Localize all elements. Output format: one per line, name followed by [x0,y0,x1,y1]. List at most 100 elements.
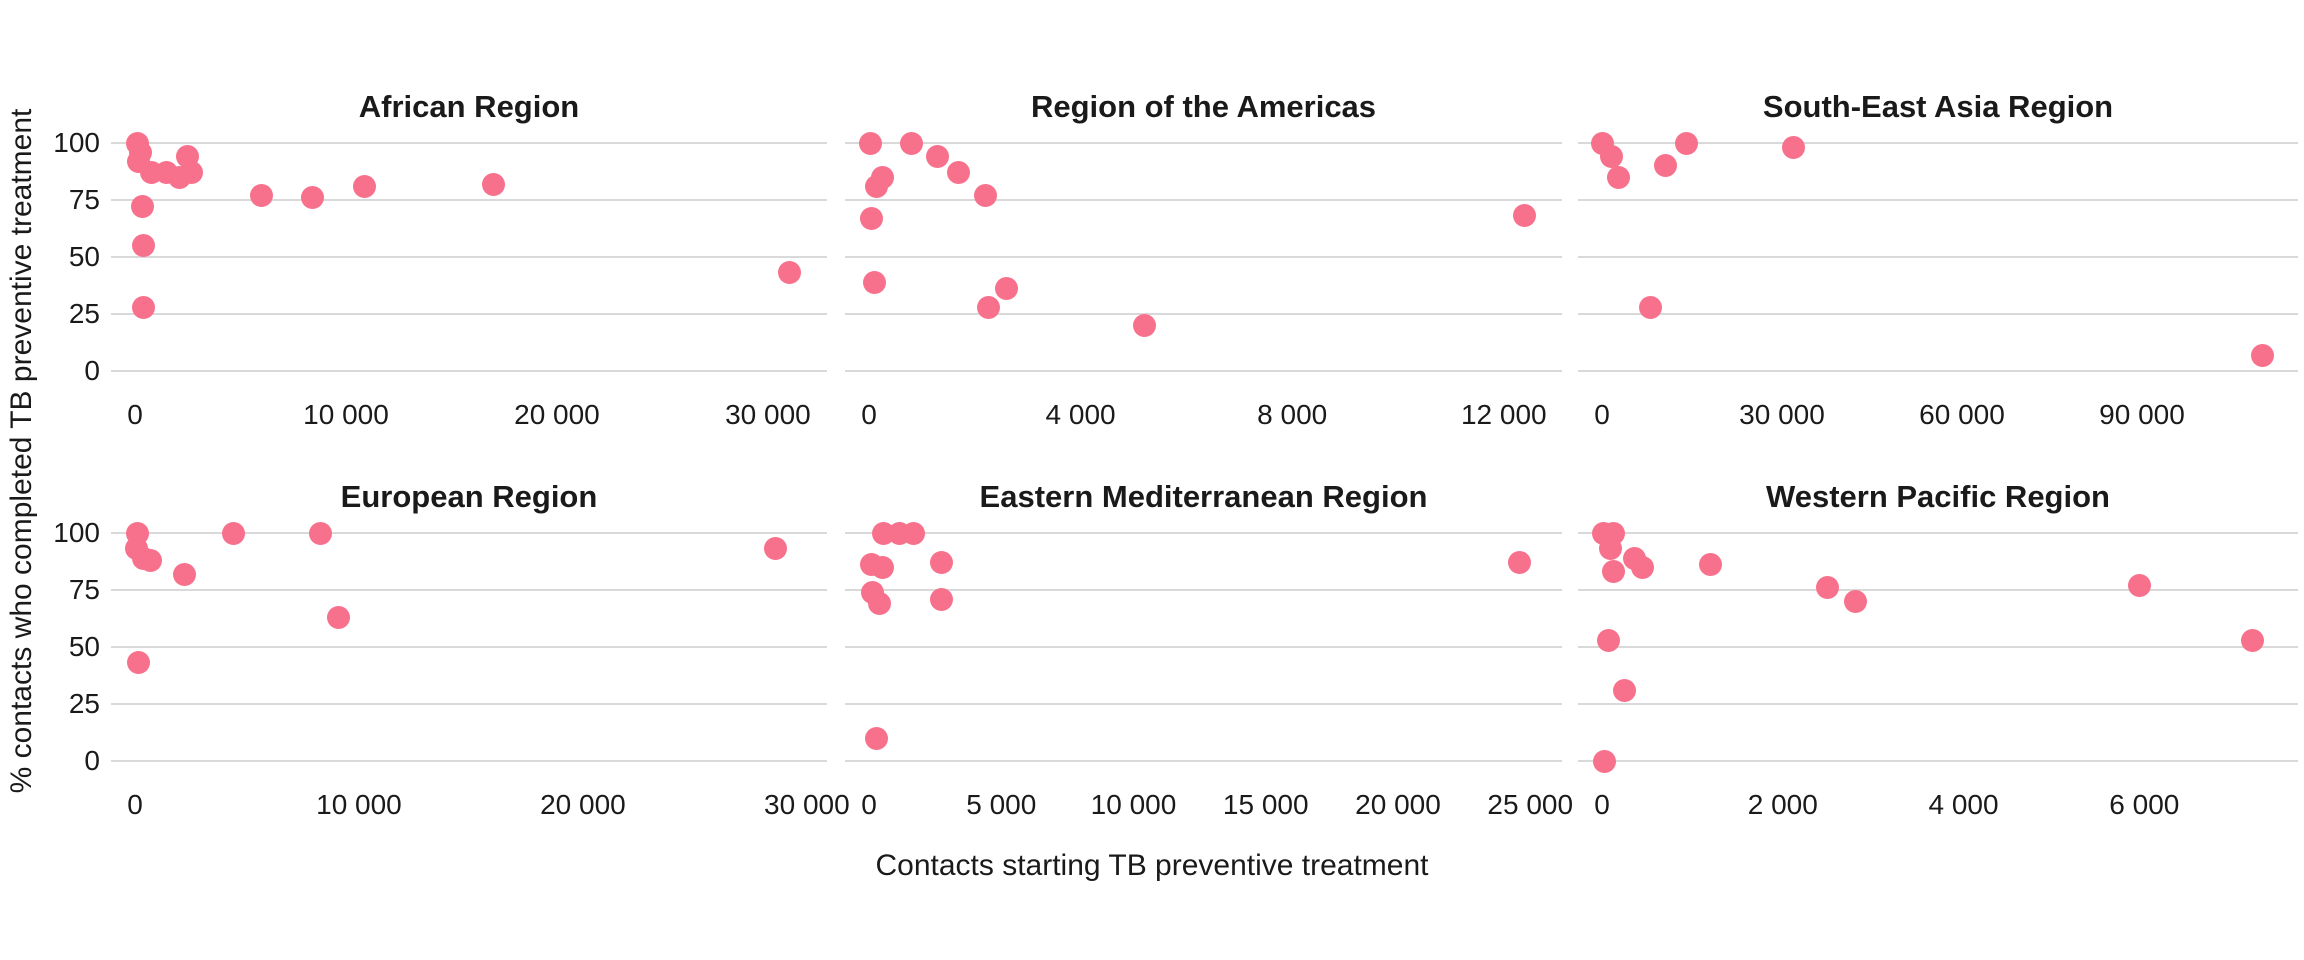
data-point [309,521,333,545]
y-tick-label: 100 [53,517,100,548]
y-tick-label: 0 [84,355,100,386]
data-point [865,174,889,198]
x-tick-label: 2 000 [1747,789,1818,820]
x-tick-label: 90 000 [2099,399,2185,430]
gridline [111,703,827,705]
panel-title: European Region [340,479,598,514]
y-tick-label: 75 [68,574,100,605]
data-point [973,183,997,207]
gridline [1578,199,2298,201]
gridline [111,532,827,534]
data-point [763,537,787,561]
data-point [930,587,954,611]
panel-title: South-East Asia Region [1762,89,2114,124]
gridline [845,142,1562,144]
data-point [1816,576,1840,600]
data-point [2250,343,2274,367]
gridline [111,199,827,201]
data-point [860,206,884,230]
gridline [845,313,1562,315]
data-point [1508,551,1532,575]
data-point [865,726,889,750]
x-tick-label: 0 [127,789,143,820]
data-point [1598,537,1622,561]
data-point [1613,678,1637,702]
data-point [2241,628,2265,652]
gridline [845,256,1562,258]
y-tick-label: 0 [84,745,100,776]
gridline [1578,256,2298,258]
data-point [300,186,324,210]
gridline [111,313,827,315]
gridline [845,703,1562,705]
x-tick-label: 10 000 [316,789,402,820]
data-point [1631,555,1655,579]
y-tick-label: 50 [68,631,100,662]
data-point [902,521,926,545]
data-point [1843,589,1867,613]
gridline [111,256,827,258]
data-point [1132,313,1156,337]
x-tick-label: 0 [1594,789,1610,820]
gridline [845,370,1562,372]
data-point [777,261,801,285]
x-tick-label: 30 000 [725,399,811,430]
facet-panel-european-region: European Region 0 10 000 20 000 30 000 [111,479,850,831]
data-point [139,548,163,572]
x-tick-label: 6 000 [2109,789,2180,820]
facet-panel-western-pacific-region: Western Pacific Region 0 2 000 4 000 6 000 [1578,479,2298,831]
data-point [976,295,1000,319]
y-tick-label: 25 [68,688,100,719]
data-point [868,592,892,616]
data-point [2128,573,2152,597]
gridline [1578,703,2298,705]
gridline [111,142,827,144]
gridline [1578,370,2298,372]
data-point [1599,145,1623,169]
x-tick-label: 20 000 [540,789,626,820]
y-tick-label: 25 [68,298,100,329]
data-point [126,651,150,675]
gridline [1578,589,2298,591]
gridline [111,589,827,591]
x-tick-label: 5 000 [966,789,1037,820]
x-tick-label: 25 000 [1487,789,1574,820]
x-tick-label: 4 000 [1928,789,1999,820]
data-point [131,295,155,319]
y-tick-label: 50 [68,241,100,272]
data-point [131,234,155,258]
gridline [111,646,827,648]
data-point [947,161,971,185]
data-point [899,131,923,155]
data-point [222,521,246,545]
data-point [930,551,954,575]
data-point [1513,204,1537,228]
panel-title: Region of the Americas [1030,89,1377,124]
data-point [995,277,1019,301]
panel-title: Western Pacific Region [1766,479,2110,514]
x-tick-label: 20 000 [1355,789,1441,820]
facet-panel-south-east-asia-region: South-East Asia Region 0 30 000 60 000 90 00… [1578,89,2298,441]
gridline [845,199,1562,201]
facet-panel-eastern-mediterranean-region: Eastern Mediterranean Region 0 5 000 10 000… [845,479,1573,831]
data-point [482,172,506,196]
data-point [1638,295,1662,319]
x-tick-label: 0 [861,399,877,430]
gridline [1578,760,2298,762]
data-point [353,174,377,198]
data-point [327,605,351,629]
x-tick-label: 0 [127,399,143,430]
panel-title: Eastern Mediterranean Region [979,479,1428,514]
data-point [926,145,950,169]
facet-panel-region-of-the-americas: Region of the Americas 0 4 000 8 000 12 000 [845,89,1562,441]
x-axis-title: Contacts starting TB preventive treatmen… [875,849,1429,882]
x-tick-label: 60 000 [1919,399,2005,430]
panel-title: African Region [358,89,580,124]
data-point [1674,131,1698,155]
y-tick-label: 75 [68,184,100,215]
data-point [1602,560,1626,584]
data-point [862,270,886,294]
x-tick-label: 4 000 [1045,399,1116,430]
data-point [1781,136,1805,160]
